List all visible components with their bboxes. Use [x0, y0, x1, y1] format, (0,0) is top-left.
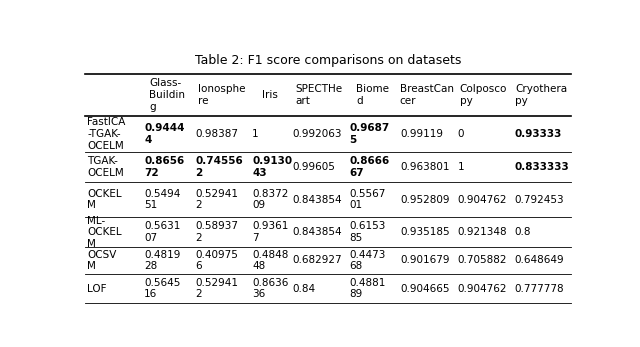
- Text: 0.40975
6: 0.40975 6: [195, 249, 238, 271]
- Text: 0.648649: 0.648649: [514, 255, 564, 265]
- Text: 0.833333: 0.833333: [514, 162, 569, 172]
- Text: ML-
OCKEL
M: ML- OCKEL M: [88, 215, 122, 249]
- Text: 0.5631
07: 0.5631 07: [144, 221, 180, 243]
- Text: Cryothera
py: Cryothera py: [515, 84, 568, 106]
- Text: TGAK-
OCELM: TGAK- OCELM: [88, 156, 124, 178]
- Text: 0.843854: 0.843854: [292, 195, 342, 204]
- Text: Ionosphe
re: Ionosphe re: [198, 84, 245, 106]
- Text: SPECTHe
art: SPECTHe art: [295, 84, 342, 106]
- Text: 0: 0: [458, 129, 464, 139]
- Text: 0.963801: 0.963801: [401, 162, 450, 172]
- Text: Glass-
Buildin
g: Glass- Buildin g: [149, 78, 186, 111]
- Text: Biome
d: Biome d: [356, 84, 389, 106]
- Text: 1: 1: [458, 162, 464, 172]
- Text: Table 2: F1 score comparisons on datasets: Table 2: F1 score comparisons on dataset…: [195, 54, 461, 67]
- Text: Iris: Iris: [262, 90, 278, 100]
- Text: 0.52941
2: 0.52941 2: [195, 278, 239, 299]
- Text: 0.4881
89: 0.4881 89: [349, 278, 386, 299]
- Text: 0.93333: 0.93333: [514, 129, 561, 139]
- Text: 0.992063: 0.992063: [292, 129, 342, 139]
- Text: 0.935185: 0.935185: [401, 227, 451, 237]
- Text: 0.952809: 0.952809: [401, 195, 450, 204]
- Text: 0.9130
43: 0.9130 43: [252, 156, 292, 178]
- Text: FastICA
-TGAK-
OCELM: FastICA -TGAK- OCELM: [88, 117, 126, 151]
- Text: 0.5645
16: 0.5645 16: [144, 278, 180, 299]
- Text: 0.84: 0.84: [292, 283, 316, 294]
- Text: 0.99119: 0.99119: [401, 129, 444, 139]
- Text: 0.9444
4: 0.9444 4: [144, 123, 185, 145]
- Text: 0.4819
28: 0.4819 28: [144, 249, 180, 271]
- Text: 0.5494
51: 0.5494 51: [144, 189, 180, 210]
- Text: BreastCan
cer: BreastCan cer: [399, 84, 454, 106]
- Text: 0.8636
36: 0.8636 36: [252, 278, 289, 299]
- Text: 0.904762: 0.904762: [458, 195, 507, 204]
- Text: 0.52941
2: 0.52941 2: [195, 189, 239, 210]
- Text: 0.8: 0.8: [514, 227, 531, 237]
- Text: Colposco
py: Colposco py: [460, 84, 507, 106]
- Text: 0.5567
01: 0.5567 01: [349, 189, 386, 210]
- Text: 0.8666
67: 0.8666 67: [349, 156, 390, 178]
- Text: 0.9361
7: 0.9361 7: [252, 221, 289, 243]
- Text: 0.4473
68: 0.4473 68: [349, 249, 386, 271]
- Text: 0.777778: 0.777778: [514, 283, 564, 294]
- Text: 0.98387: 0.98387: [195, 129, 239, 139]
- Text: 0.58937
2: 0.58937 2: [195, 221, 239, 243]
- Text: 0.904762: 0.904762: [458, 283, 507, 294]
- Text: 0.74556
2: 0.74556 2: [195, 156, 243, 178]
- Text: 0.8372
09: 0.8372 09: [252, 189, 289, 210]
- Text: 0.99605: 0.99605: [292, 162, 335, 172]
- Text: 0.682927: 0.682927: [292, 255, 342, 265]
- Text: 1: 1: [252, 129, 259, 139]
- Text: 0.904665: 0.904665: [401, 283, 450, 294]
- Text: OCKEL
M: OCKEL M: [88, 189, 122, 210]
- Text: 0.705882: 0.705882: [458, 255, 507, 265]
- Text: 0.792453: 0.792453: [514, 195, 564, 204]
- Text: 0.901679: 0.901679: [401, 255, 450, 265]
- Text: 0.6153
85: 0.6153 85: [349, 221, 386, 243]
- Text: 0.843854: 0.843854: [292, 227, 342, 237]
- Text: OCSV
M: OCSV M: [88, 249, 117, 271]
- Text: 0.8656
72: 0.8656 72: [144, 156, 184, 178]
- Text: LOF: LOF: [88, 283, 107, 294]
- Text: 0.4848
48: 0.4848 48: [252, 249, 289, 271]
- Text: 0.921348: 0.921348: [458, 227, 507, 237]
- Text: 0.9687
5: 0.9687 5: [349, 123, 390, 145]
